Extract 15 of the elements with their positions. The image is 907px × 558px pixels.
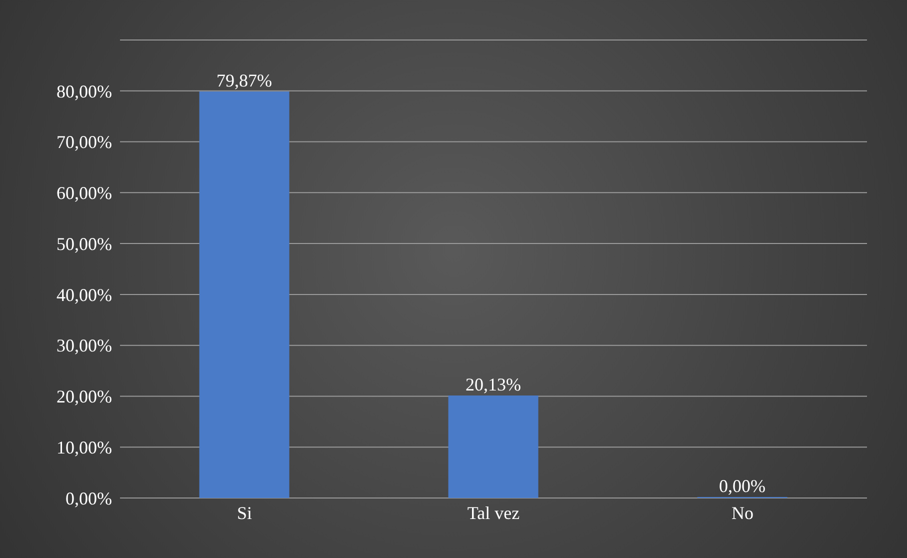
- y-tick-label: 80,00%: [56, 81, 112, 102]
- data-label: 0,00%: [719, 476, 766, 496]
- y-tick-label: 20,00%: [56, 386, 112, 407]
- x-tick-label: Tal vez: [467, 502, 520, 523]
- y-tick-label: 60,00%: [56, 183, 112, 204]
- y-tick-label: 30,00%: [56, 336, 112, 356]
- x-tick-label: Si: [236, 502, 252, 523]
- y-tick-label: 0,00%: [66, 488, 112, 508]
- y-tick-label: 10,00%: [56, 438, 112, 458]
- y-tick-label: 40,00%: [56, 284, 112, 305]
- x-tick-label: No: [732, 502, 754, 523]
- data-label: 79,87%: [216, 70, 272, 91]
- data-label: 20,13%: [466, 374, 522, 395]
- y-tick-label: 70,00%: [56, 132, 112, 152]
- y-tick-label: 50,00%: [56, 234, 112, 254]
